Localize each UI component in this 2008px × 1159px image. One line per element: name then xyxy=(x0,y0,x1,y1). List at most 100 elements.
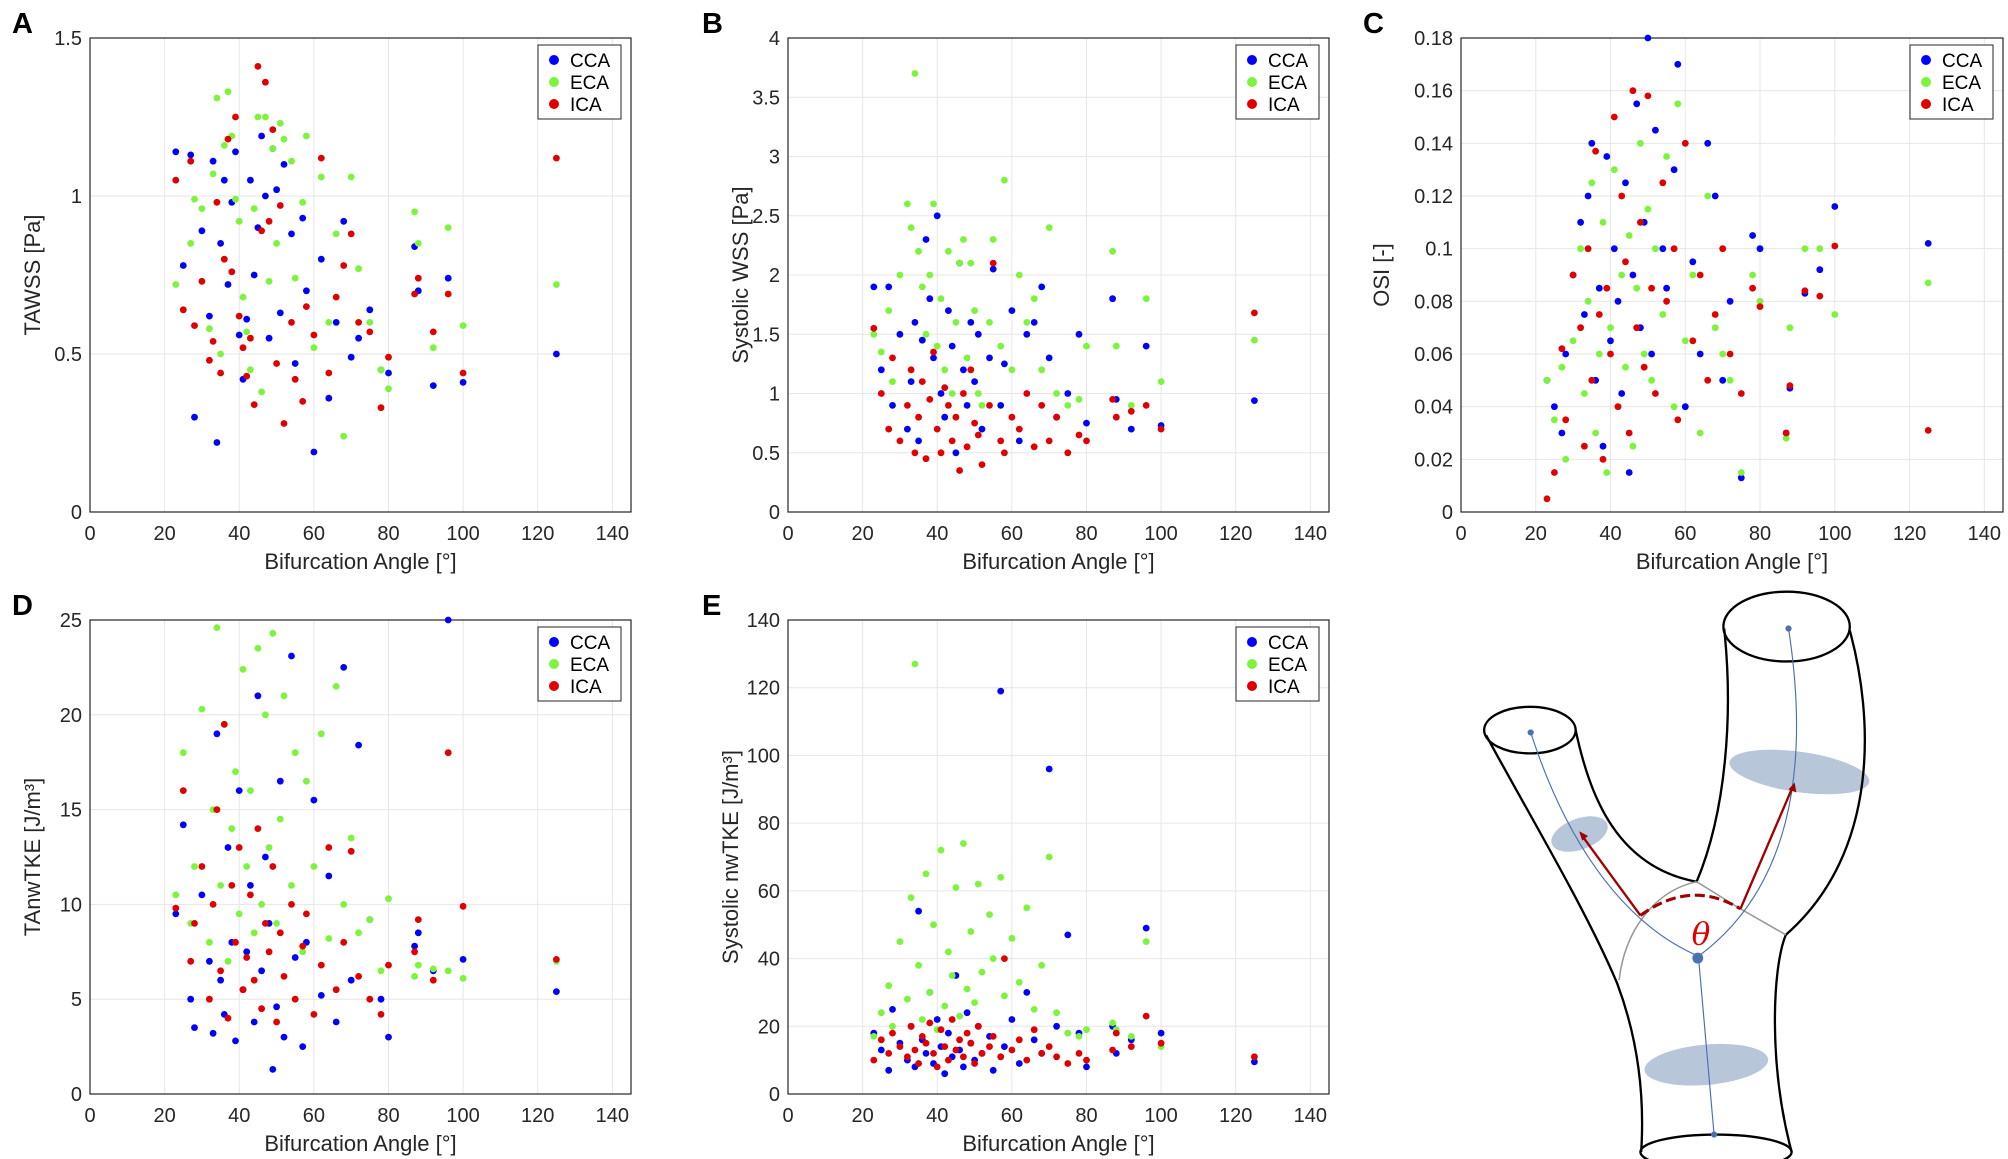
point-eca xyxy=(265,277,273,285)
point-cca xyxy=(217,240,225,247)
point-eca xyxy=(986,911,993,918)
x-tick-label: 0 xyxy=(782,523,793,545)
point-eca xyxy=(1581,390,1588,397)
point-ica xyxy=(1008,1046,1016,1054)
point-ica xyxy=(904,402,911,409)
point-ica xyxy=(1157,1039,1165,1047)
y-tick-label: 0 xyxy=(71,1084,82,1106)
point-cca xyxy=(340,217,348,225)
point-ica xyxy=(325,369,333,377)
panel-letter: B xyxy=(702,8,723,40)
point-cca xyxy=(1064,931,1072,939)
point-ica xyxy=(1782,429,1790,437)
point-ica xyxy=(1614,403,1622,411)
point-ica xyxy=(937,449,945,457)
point-ica xyxy=(1083,437,1090,445)
point-ica xyxy=(366,328,374,336)
point-ica xyxy=(1127,407,1135,415)
x-tick-label: 120 xyxy=(521,523,554,545)
point-eca xyxy=(265,844,273,851)
point-eca xyxy=(945,247,952,255)
point-eca xyxy=(1786,324,1794,332)
point-eca xyxy=(1083,1026,1090,1034)
point-eca xyxy=(1015,271,1023,279)
point-cca xyxy=(1023,989,1031,996)
point-cca xyxy=(1251,397,1258,404)
y-tick-label: 140 xyxy=(747,610,780,632)
point-cca xyxy=(325,394,333,402)
panel-letter: E xyxy=(702,590,721,622)
x-tick-label: 40 xyxy=(1599,523,1621,545)
point-cca xyxy=(1644,34,1652,42)
point-ica xyxy=(1038,1050,1046,1057)
point-cca xyxy=(1674,60,1682,68)
point-eca xyxy=(553,281,560,288)
point-ica xyxy=(198,863,206,870)
point-eca xyxy=(247,366,254,374)
point-cca xyxy=(1618,390,1626,397)
point-eca xyxy=(885,982,893,990)
point-cca xyxy=(1251,1058,1258,1066)
point-eca xyxy=(877,348,885,356)
point-cca xyxy=(1064,390,1072,397)
legend-label: ICA xyxy=(1268,677,1300,698)
point-eca xyxy=(907,894,915,901)
point-eca xyxy=(1648,376,1655,384)
point-eca xyxy=(974,880,982,888)
point-cca xyxy=(1127,425,1135,433)
point-cca xyxy=(1142,924,1150,932)
cca-cross-section xyxy=(1644,1043,1769,1086)
point-ica xyxy=(1659,179,1667,187)
point-ica xyxy=(967,366,975,374)
point-ica xyxy=(291,995,299,1003)
point-eca xyxy=(1569,337,1577,345)
x-axis-label: Bifurcation Angle [°] xyxy=(962,549,1154,574)
point-ica xyxy=(1592,147,1599,155)
point-eca xyxy=(1637,139,1644,147)
point-ica xyxy=(299,942,307,950)
point-ica xyxy=(930,1050,937,1057)
legend-marker-ica xyxy=(1247,681,1257,691)
y-tick-label: 3 xyxy=(769,147,780,169)
legend-marker-eca xyxy=(1921,77,1931,87)
legend-label: ECA xyxy=(1942,73,1981,94)
y-tick-label: 0.02 xyxy=(1414,449,1453,471)
point-ica xyxy=(963,443,971,451)
point-cca xyxy=(1015,437,1023,445)
point-cca xyxy=(877,1046,885,1054)
x-tick-label: 20 xyxy=(851,523,873,545)
point-ica xyxy=(907,1022,915,1030)
point-eca xyxy=(1599,218,1607,226)
point-eca xyxy=(911,70,919,77)
point-eca xyxy=(258,388,265,396)
point-cca xyxy=(332,319,340,326)
point-cca xyxy=(325,872,333,880)
point-ica xyxy=(1737,390,1745,397)
point-eca xyxy=(366,319,374,326)
point-ica xyxy=(269,126,277,133)
point-eca xyxy=(355,929,362,937)
point-eca xyxy=(967,928,975,935)
y-tick-label: 0.16 xyxy=(1414,81,1453,103)
point-ica xyxy=(265,948,273,956)
legend-marker-ica xyxy=(549,99,559,109)
point-eca xyxy=(1659,311,1667,318)
point-eca xyxy=(444,967,452,975)
series-cca xyxy=(172,132,560,456)
point-ica xyxy=(280,420,288,427)
point-cca xyxy=(232,148,239,156)
point-eca xyxy=(247,787,254,794)
point-eca xyxy=(926,989,934,996)
point-ica xyxy=(956,467,963,474)
y-tick-label: 0 xyxy=(769,1084,780,1106)
point-eca xyxy=(1543,376,1551,384)
x-tick-label: 20 xyxy=(1525,523,1547,545)
point-cca xyxy=(989,1066,997,1074)
point-ica xyxy=(235,312,243,320)
point-eca xyxy=(276,119,284,127)
point-eca xyxy=(1551,416,1558,424)
point-ica xyxy=(340,938,348,946)
point-cca xyxy=(1157,1029,1165,1037)
point-cca xyxy=(414,929,422,937)
